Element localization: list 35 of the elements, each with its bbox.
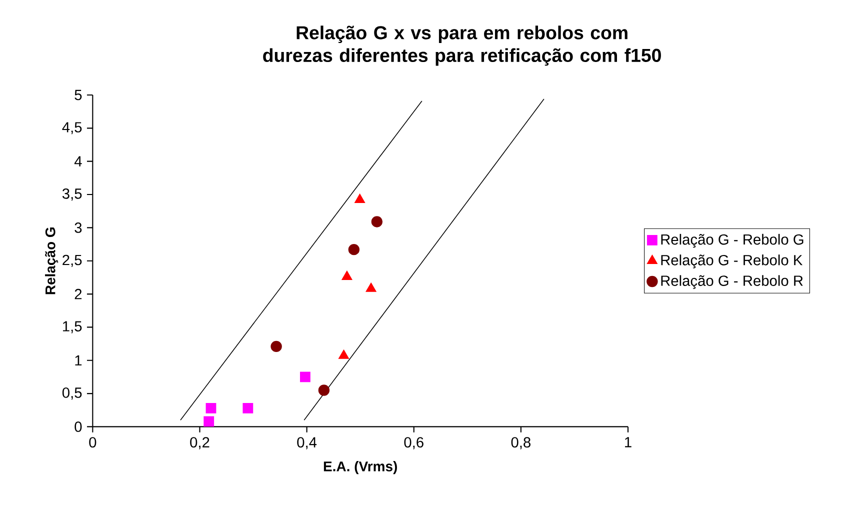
y-tick-label: 4 xyxy=(74,156,82,166)
x-axis-title: E.A. (Vrms) xyxy=(324,461,397,474)
x-tick-label: 1 xyxy=(625,437,632,448)
x-tick-label: 0 xyxy=(89,437,96,448)
x-tick-label: 0,4 xyxy=(297,437,317,450)
y-tick-label: 2,5 xyxy=(62,254,82,267)
point xyxy=(270,340,282,352)
legend-label: Relação G - Rebolo G xyxy=(661,234,804,248)
point xyxy=(371,216,383,228)
y-tick-label: 3,5 xyxy=(62,188,82,201)
x-tick-label: 0,6 xyxy=(404,437,424,450)
point xyxy=(204,416,214,427)
point xyxy=(348,244,360,256)
x-tick-label: 0,2 xyxy=(190,437,210,450)
y-tick-label: 1,5 xyxy=(62,321,82,334)
point xyxy=(354,194,366,204)
legend-label: Relação G - Rebolo R xyxy=(661,275,803,289)
chart-title: Relação G x vs para em rebolos com durezas diferentes para retificação com f150 xyxy=(263,26,661,66)
point xyxy=(342,270,352,280)
point xyxy=(242,402,254,414)
y-tick-label: 5 xyxy=(74,90,82,100)
point xyxy=(338,350,349,359)
y-tick-label: 1 xyxy=(75,355,82,366)
y-tick-label: 0,5 xyxy=(62,388,82,400)
y-axis-title: Relação G xyxy=(45,228,58,294)
point xyxy=(300,372,310,382)
x-tick-label: 0,8 xyxy=(511,437,530,450)
point xyxy=(318,384,330,396)
y-tick-label: 3 xyxy=(74,222,82,233)
y-tick-label: 4,5 xyxy=(62,122,82,134)
point xyxy=(366,282,376,292)
y-tick-label: 2 xyxy=(74,288,82,300)
legend-label: Relação G - Rebolo K xyxy=(661,254,803,268)
point xyxy=(206,402,216,414)
y-tick-label: 0 xyxy=(74,422,82,432)
